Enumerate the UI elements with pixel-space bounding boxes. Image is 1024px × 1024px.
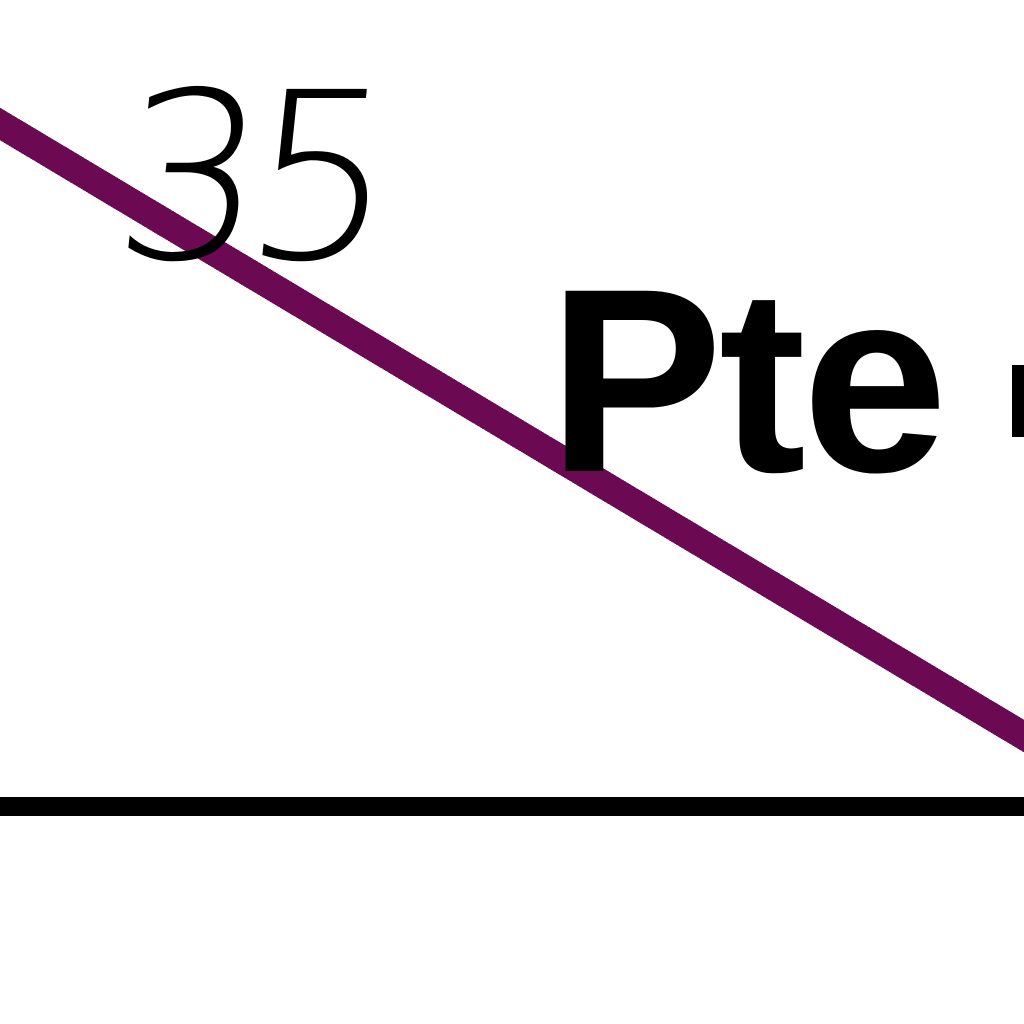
route-number-label: 35 bbox=[103, 43, 392, 313]
cropped-text-fragment bbox=[1012, 365, 1024, 437]
route-line bbox=[0, 107, 1024, 753]
baseline-road bbox=[0, 797, 1024, 816]
place-abbreviation-label: Pte bbox=[548, 234, 948, 527]
